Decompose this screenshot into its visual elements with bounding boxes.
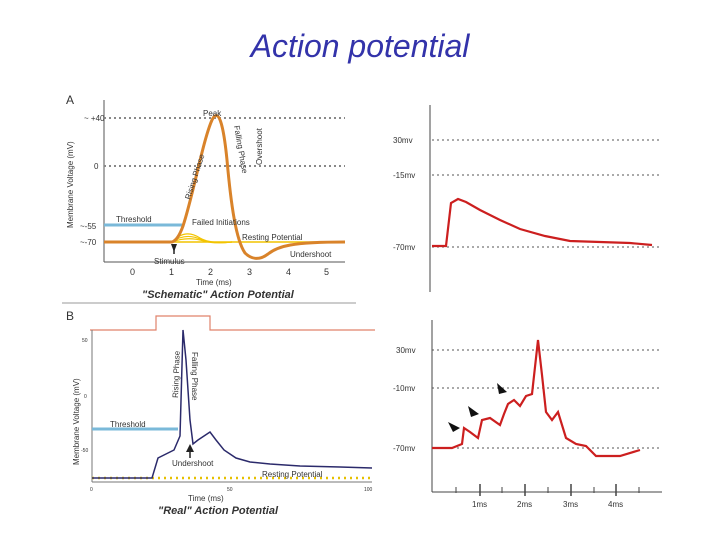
panel-b-label-threshold: Threshold xyxy=(110,420,146,429)
panel-b-letter: B xyxy=(66,309,74,323)
panel-a-ytick: ~-55 xyxy=(80,222,97,231)
panel-a-xtick: 0 xyxy=(130,267,135,277)
panel-a-xtick: 2 xyxy=(208,267,213,277)
panel-a-ytick: ~-70 xyxy=(80,238,97,247)
panel-a-xtick: 3 xyxy=(247,267,252,277)
right-top-ylabel: 30mv xyxy=(393,136,413,145)
right-bottom-ylabel: 30mv xyxy=(396,346,416,355)
panel-b-label-falling: Falling Phase xyxy=(190,352,199,401)
panel-b-label-undershoot: Undershoot xyxy=(172,459,214,468)
right-bottom-xlabel: 2ms xyxy=(517,500,532,509)
panel-b-caption: "Real" Action Potential xyxy=(158,505,279,517)
panel-a-xtick: 5 xyxy=(324,267,329,277)
panel-b-xtick: 50 xyxy=(227,487,233,493)
panel-b-label-resting: Resting Potential xyxy=(262,470,323,479)
panel-b-stimulus-trace xyxy=(90,315,375,331)
right-bottom-xlabel: 1ms xyxy=(472,500,487,509)
panel-a-label-overshoot: Overshoot xyxy=(255,127,264,165)
right-top-ylabel: -15mv xyxy=(393,171,415,180)
right-bottom-arrow xyxy=(448,422,460,432)
panel-b-ytick: 0 xyxy=(84,394,87,400)
right-bottom-xlabel: 3ms xyxy=(563,500,578,509)
panel-a-letter: A xyxy=(66,93,74,107)
panel-b-xlabel: Time (ms) xyxy=(188,494,224,503)
panel-a-label-failed: Failed Initiations xyxy=(192,218,250,227)
panel-a-failed-initiation xyxy=(171,233,233,244)
panel-b: B Membrane Voltage (mV) 50 0 -50 0 50 10… xyxy=(66,309,375,517)
panel-b-ylabel: Membrane Voltage (mV) xyxy=(72,378,81,465)
right-bottom-arrow xyxy=(468,406,479,417)
right-bottom-chart: 30mv -10mv -70mv 1ms 2ms 3ms 4ms xyxy=(393,320,662,509)
panel-b-xtick: 0 xyxy=(90,487,93,493)
panel-b-ytick: 50 xyxy=(82,338,88,344)
right-bottom-arrow xyxy=(497,383,507,394)
panel-a-label-resting: Resting Potential xyxy=(242,233,303,242)
right-top-chart: 30mv -15mv -70mv xyxy=(393,105,662,292)
panel-a-ylabel: Membrane Voltage (mV) xyxy=(66,141,75,228)
panel-b-undershoot-arrow xyxy=(186,444,194,452)
panel-a-xtick: 4 xyxy=(286,267,291,277)
slide-title: Action potential xyxy=(250,28,470,64)
right-bottom-xlabel: 4ms xyxy=(608,500,623,509)
panel-a-label-stimulus: Stimulus xyxy=(154,257,185,266)
panel-a-xtick: 1 xyxy=(169,267,174,277)
panel-a-caption: "Schematic" Action Potential xyxy=(142,289,295,301)
panel-a-label-undershoot: Undershoot xyxy=(290,250,332,259)
panel-b-ap-trace xyxy=(92,329,373,479)
panel-a-label-threshold: Threshold xyxy=(116,215,152,224)
panel-a-ytick: 0 xyxy=(94,162,99,171)
panel-b-ytick: -50 xyxy=(81,448,88,454)
panel-a-xlabel: Time (ms) xyxy=(196,278,232,287)
panel-a-label-falling: Falling Phase xyxy=(232,125,249,175)
panel-b-xtick: 100 xyxy=(364,487,373,493)
right-bottom-trace xyxy=(432,339,641,458)
panel-a-failed-initiation xyxy=(171,238,233,244)
panel-a: A Membrane Voltage (mV) ~ +40 0 ~-55 ~-7… xyxy=(66,93,346,301)
right-bottom-ylabel: -70mv xyxy=(393,444,415,453)
right-top-ylabel: -70mv xyxy=(393,243,415,252)
panel-b-label-rising: Rising Phase xyxy=(171,350,182,398)
panel-a-ap-trace xyxy=(104,114,346,260)
panel-a-label-peak: Peak xyxy=(203,109,222,118)
panel-a-ytick: ~ +40 xyxy=(84,114,105,123)
right-bottom-ylabel: -10mv xyxy=(393,384,415,393)
panel-a-label-rising: Rising Phase xyxy=(183,152,206,200)
right-top-trace xyxy=(432,197,653,248)
